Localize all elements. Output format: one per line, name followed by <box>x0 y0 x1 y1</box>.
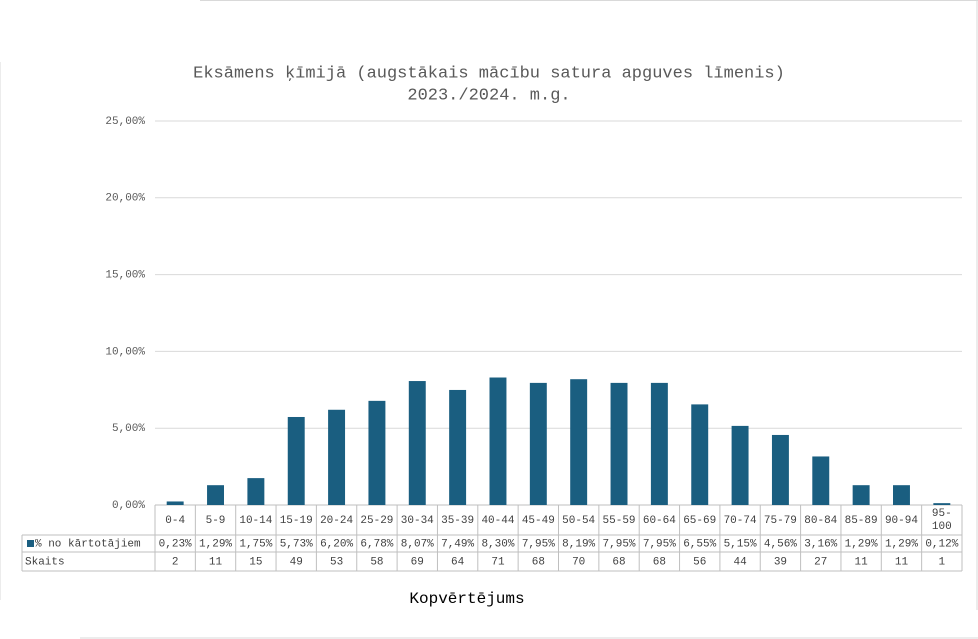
table-cell: 69 <box>411 556 424 568</box>
bar <box>166 501 184 505</box>
table-row-label: Skaits <box>25 556 65 568</box>
chart-subtitle: 2023./2024. m.g. <box>407 86 570 105</box>
table-cell: 11 <box>855 556 869 568</box>
table-cell: 11 <box>895 556 909 568</box>
data-label: 6,55% <box>683 538 716 550</box>
x-tick-label: 40-44 <box>481 515 514 527</box>
chart-title: Eksāmens ķīmijā (augstākais mācību satur… <box>193 64 785 83</box>
data-label: 4,56% <box>764 538 797 550</box>
table-cell: 68 <box>532 556 545 568</box>
bar <box>408 381 426 505</box>
data-label: 6,20% <box>320 538 353 550</box>
bar <box>368 400 386 505</box>
x-tick-label: 70-74 <box>724 515 757 527</box>
x-tick-label: 65-69 <box>683 515 716 527</box>
x-tick-label: 30-34 <box>401 515 434 527</box>
bar <box>570 379 588 505</box>
x-tick-label: 20-24 <box>320 515 353 527</box>
y-tick-label: 20,00% <box>105 193 145 205</box>
table-cell: 11 <box>209 556 223 568</box>
data-label: 1,75% <box>239 538 272 550</box>
legend-label: % no kārtotājiem <box>35 538 141 550</box>
x-axis-title: Kopvērtējums <box>409 590 524 608</box>
data-label: 3,16% <box>804 538 837 550</box>
bar <box>449 389 467 505</box>
x-tick-label: 75-79 <box>764 515 797 527</box>
data-label: 7,95% <box>643 538 676 550</box>
data-label: 7,95% <box>603 538 636 550</box>
table-cell: 58 <box>370 556 383 568</box>
y-tick-label: 15,00% <box>105 270 145 282</box>
data-label: 7,49% <box>441 538 474 550</box>
x-tick-label: 85-89 <box>845 515 878 527</box>
bar <box>610 382 628 505</box>
bar <box>771 434 789 505</box>
table-cell: 53 <box>330 556 343 568</box>
table-cell: 64 <box>451 556 465 568</box>
table-cell: 56 <box>693 556 706 568</box>
table-cell: 2 <box>172 556 179 568</box>
data-label: 1,29% <box>885 538 918 550</box>
table-cell: 1 <box>939 556 946 568</box>
x-tick-label: 15-19 <box>280 515 313 527</box>
y-tick-label: 10,00% <box>105 346 145 358</box>
table-cell: 71 <box>491 556 505 568</box>
data-label: 5,15% <box>724 538 757 550</box>
table-cell: 44 <box>733 556 747 568</box>
legend-key <box>27 540 34 547</box>
bar <box>529 382 547 505</box>
bar <box>852 485 870 505</box>
y-tick-label: 0,00% <box>112 500 145 512</box>
bar <box>489 377 507 505</box>
table-cell: 68 <box>653 556 666 568</box>
table-cell: 27 <box>814 556 827 568</box>
bar <box>933 503 951 505</box>
data-label: 5,73% <box>280 538 313 550</box>
bar <box>893 485 910 505</box>
x-tick-label: 25-29 <box>360 515 393 527</box>
x-tick-label: 90-94 <box>885 515 918 527</box>
bar <box>247 478 265 505</box>
data-label: 1,29% <box>199 538 232 550</box>
bar <box>328 409 346 505</box>
bar <box>650 382 668 505</box>
data-label: 0,12% <box>925 538 958 550</box>
bar <box>207 485 224 505</box>
bar <box>691 404 709 505</box>
table-cell: 68 <box>612 556 625 568</box>
bar <box>731 425 749 505</box>
table-cell: 39 <box>774 556 787 568</box>
y-tick-label: 25,00% <box>105 116 145 128</box>
x-tick-label: 55-59 <box>603 515 636 527</box>
x-tick-label: 80-84 <box>804 515 837 527</box>
data-label: 8,30% <box>481 538 514 550</box>
data-label: 8,07% <box>401 538 434 550</box>
data-label: 6,78% <box>360 538 393 550</box>
data-label: 0,23% <box>159 538 192 550</box>
table-cell: 49 <box>290 556 303 568</box>
x-tick-label: 10-14 <box>239 515 272 527</box>
x-tick-label: 95-100 <box>932 508 952 533</box>
x-tick-label: 35-39 <box>441 515 474 527</box>
data-label: 1,29% <box>845 538 878 550</box>
bar <box>812 456 830 505</box>
x-tick-label: 60-64 <box>643 515 676 527</box>
x-tick-label: 45-49 <box>522 515 555 527</box>
data-label: 7,95% <box>522 538 555 550</box>
table-cell: 70 <box>572 556 585 568</box>
bar <box>287 416 305 505</box>
x-tick-label: 5-9 <box>206 515 226 527</box>
data-label: 8,19% <box>562 538 595 550</box>
x-tick-label: 0-4 <box>165 515 185 527</box>
y-tick-label: 5,00% <box>112 423 145 435</box>
table-cell: 15 <box>249 556 262 568</box>
x-tick-label: 50-54 <box>562 515 595 527</box>
